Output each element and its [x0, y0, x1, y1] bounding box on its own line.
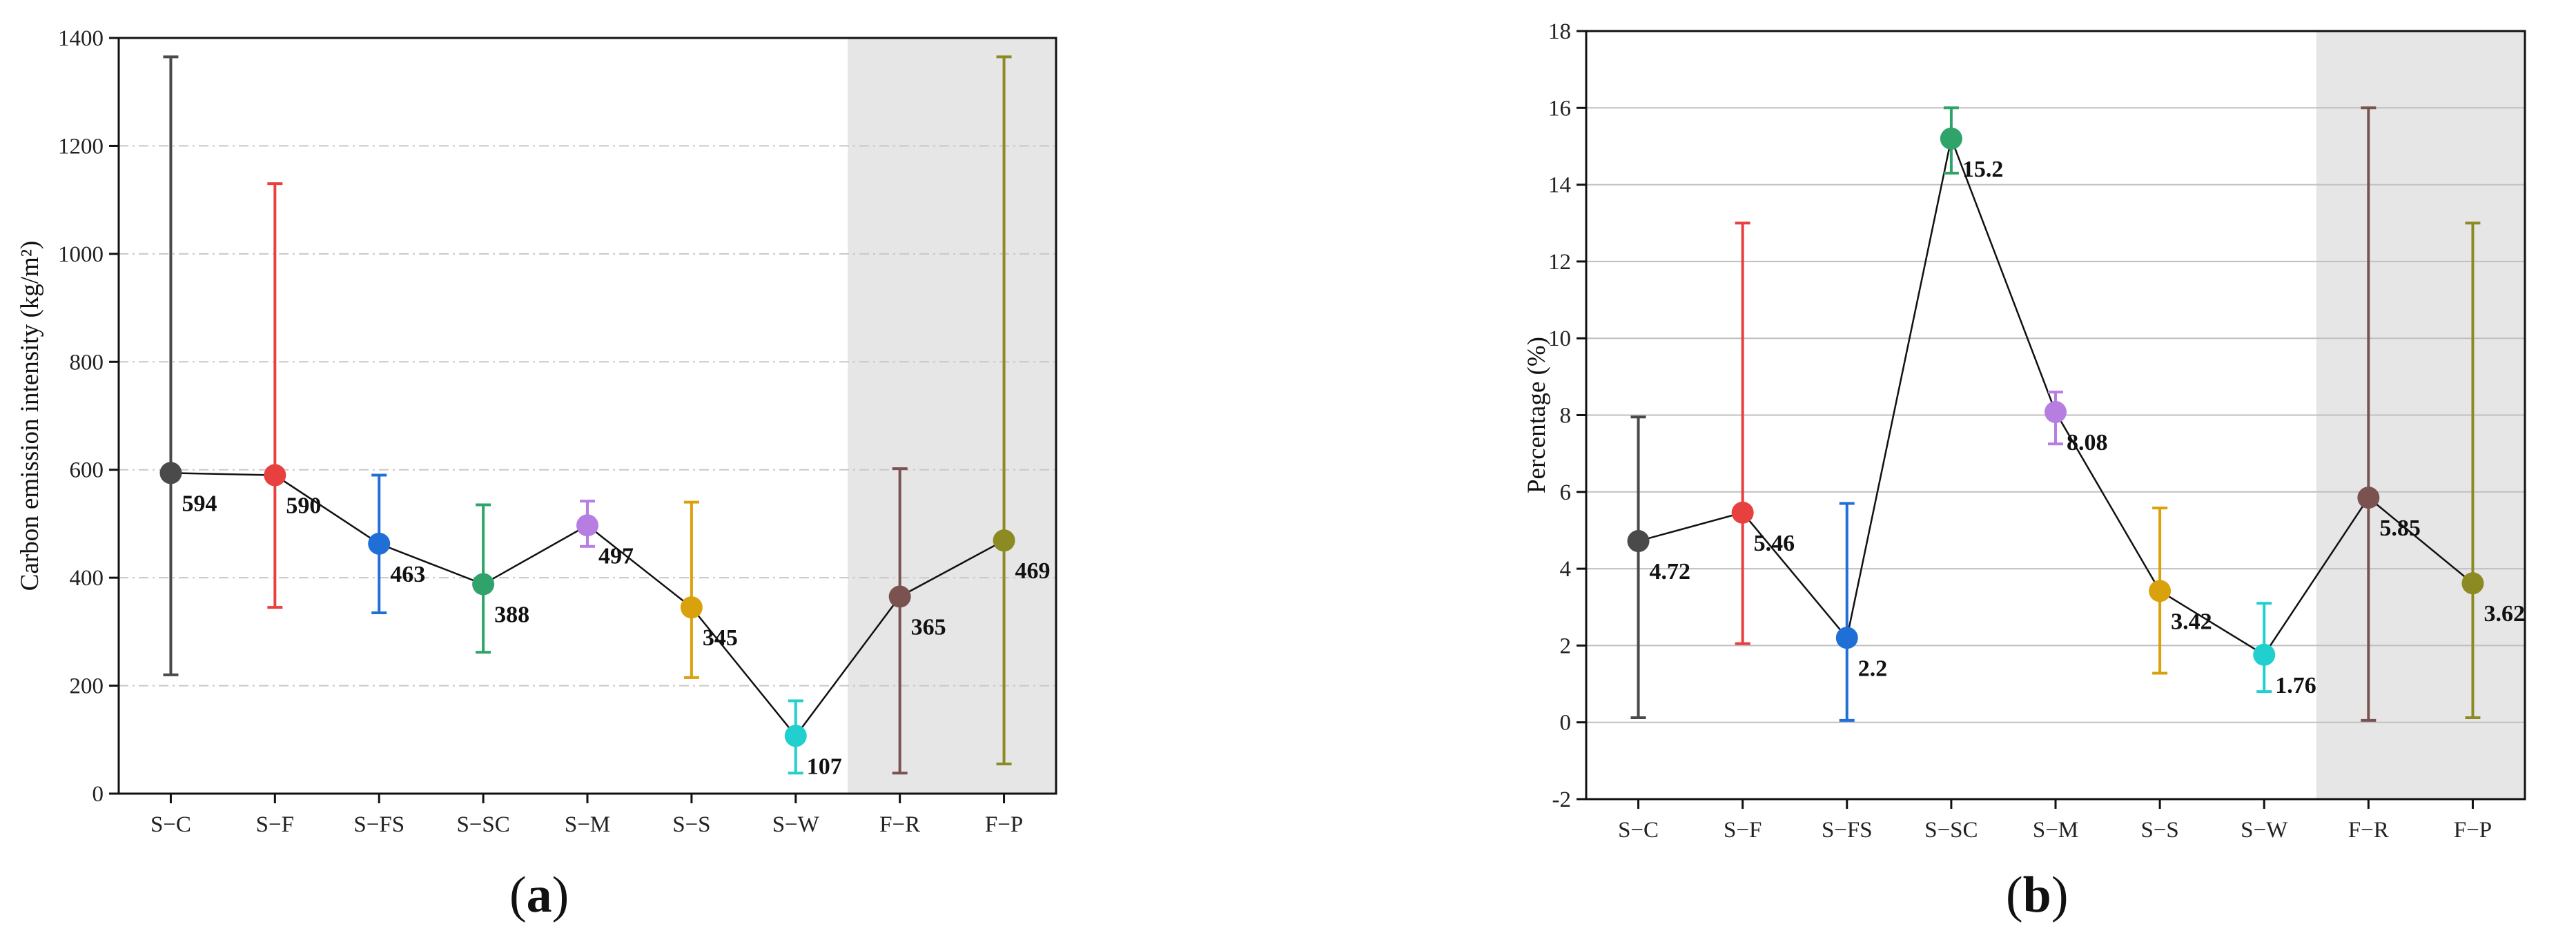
y-tick-label: 0 — [1560, 711, 1572, 736]
x-tick-label: F−R — [2348, 818, 2389, 843]
data-point — [2045, 401, 2067, 424]
error-bar — [1839, 502, 1855, 722]
y-tick-label: 16 — [1548, 96, 1571, 121]
data-point — [1627, 530, 1650, 553]
x-tick-label: S−W — [772, 812, 820, 837]
error-bar — [996, 55, 1012, 765]
x-tick-label: S−F — [1724, 818, 1762, 843]
y-tick-label: 12 — [1548, 250, 1571, 275]
panel-a-caption: (a) — [509, 867, 569, 923]
y-tick-label: 14 — [1548, 173, 1571, 198]
y-axis-title: Percentage (%) — [1523, 337, 1551, 493]
panel-b: 4.72 5.46 2.2 15.2 8.08 3.42 1.76 5.85 3.62 -2 0 2 4… — [1288, 0, 2576, 942]
x-tick-label: S−F — [256, 812, 294, 837]
y-tick-label: 800 — [70, 350, 104, 375]
error-bar — [163, 55, 179, 676]
shaded-region — [848, 38, 1056, 794]
y-tick-label: 18 — [1548, 19, 1571, 44]
x-tick-label: S−SC — [456, 812, 509, 837]
x-tick-label: F−P — [2454, 818, 2492, 843]
x-tick-label: F−P — [985, 812, 1023, 837]
data-label: 469 — [1015, 558, 1051, 584]
x-tick-label: S−FS — [353, 812, 404, 837]
data-point — [1731, 501, 1754, 524]
y-tick-label: 200 — [70, 674, 104, 699]
x-tick-label: S−S — [2140, 818, 2178, 843]
error-bar — [683, 500, 699, 679]
error-bar — [1630, 415, 1646, 720]
y-tick-label: 4 — [1560, 557, 1572, 582]
x-tick-label: S−W — [2241, 818, 2288, 843]
data-point — [2253, 643, 2276, 666]
x-tick-label: S−C — [1618, 818, 1659, 843]
error-bar — [2465, 222, 2481, 720]
data-label: 463 — [390, 562, 425, 587]
panel-a-label: a — [526, 867, 552, 923]
data-point — [680, 596, 703, 619]
data-label: 5.85 — [2379, 516, 2421, 541]
data-point — [368, 532, 391, 555]
data-point — [1835, 627, 1858, 649]
x-tick-label: S−C — [150, 812, 191, 837]
y-tick-label: 2 — [1560, 634, 1572, 658]
error-bar — [2361, 106, 2377, 722]
panel-b-caption: (b) — [2006, 867, 2069, 923]
panel-a: 594 590 463 388 497 345 107 365 469 0 200 400 600 800… — [16, 26, 1057, 923]
data-label: 497 — [598, 543, 634, 569]
x-tick-label: S−FS — [1822, 818, 1873, 843]
y-tick-label: 1400 — [58, 26, 104, 51]
data-label: 594 — [182, 491, 217, 516]
data-label: 365 — [911, 615, 946, 640]
data-label: 345 — [703, 625, 738, 651]
data-point — [993, 529, 1015, 552]
y-tick-label: -2 — [1552, 787, 1572, 812]
error-bar — [1735, 222, 1750, 645]
data-label: 15.2 — [1962, 157, 2004, 182]
data-label: 4.72 — [1650, 559, 1691, 585]
data-point — [888, 585, 911, 608]
data-label: 8.08 — [2067, 430, 2108, 455]
y-tick-label: 600 — [70, 458, 104, 483]
y-tick-label: 8 — [1560, 404, 1572, 429]
data-label: 3.42 — [2171, 609, 2212, 634]
x-tick-label: S−M — [2033, 818, 2078, 843]
error-bar — [267, 182, 283, 609]
chart-b: 4.72 5.46 2.2 15.2 8.08 3.42 1.76 5.85 3.62 -2 0 2 4… — [1523, 19, 2526, 843]
data-label: 388 — [494, 602, 529, 628]
y-tick-label: 1200 — [58, 134, 104, 159]
panel-b-label: b — [2022, 867, 2051, 923]
data-label: 3.62 — [2484, 601, 2525, 627]
y-tick-label: 400 — [70, 566, 104, 591]
data-point — [2357, 487, 2380, 509]
chart-a: 594 590 463 388 497 345 107 365 469 0 200 400 600 800… — [16, 26, 1057, 837]
y-tick-label: 0 — [92, 782, 104, 807]
data-label: 2.2 — [1858, 656, 1888, 681]
x-tick-label: S−S — [672, 812, 710, 837]
error-bar — [892, 467, 908, 775]
data-point — [472, 573, 495, 596]
data-point — [2149, 580, 2172, 602]
x-tick-label: S−SC — [1924, 818, 1978, 843]
y-tick-label: 10 — [1548, 326, 1571, 351]
x-tick-label: F−R — [879, 812, 920, 837]
y-axis-title: Carbon emission intensity (kg/m²) — [16, 241, 44, 591]
y-tick-label: 6 — [1560, 480, 1572, 505]
data-label: 1.76 — [2275, 673, 2316, 698]
data-label: 590 — [286, 493, 321, 519]
data-point — [784, 725, 807, 747]
data-label: 5.46 — [1754, 531, 1795, 556]
data-point — [576, 514, 598, 537]
data-point — [264, 464, 286, 487]
x-tick-label: S−M — [565, 812, 610, 837]
y-tick-label: 1000 — [58, 242, 104, 267]
data-point — [1940, 127, 1962, 150]
data-point — [2461, 572, 2484, 595]
data-point — [159, 462, 182, 484]
data-label: 107 — [807, 754, 842, 779]
